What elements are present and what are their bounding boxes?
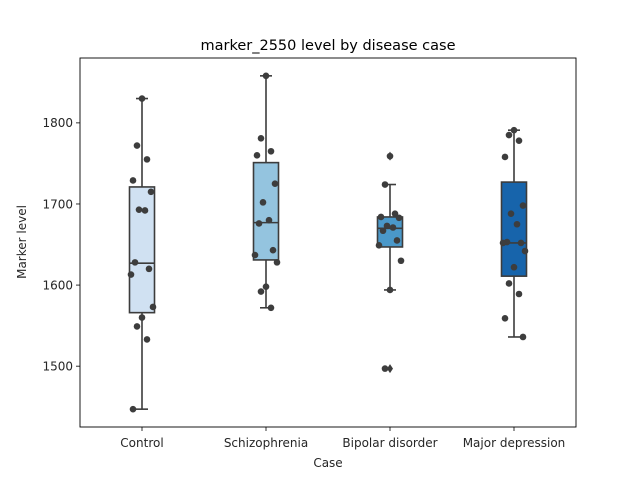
chart-title: marker_2550 level by disease case [201,38,456,54]
data-point [257,134,265,142]
strip-points-4 [499,126,529,341]
data-point [135,206,143,213]
data-point [133,142,141,149]
box-group-1 [128,97,156,410]
data-point [143,336,151,343]
data-point [519,202,527,209]
y-axis: 1500 1600 1700 1800 [42,116,80,373]
y-tick-label: 1800 [42,116,73,130]
data-point [262,283,270,290]
data-point [395,214,403,222]
data-point [138,95,146,102]
x-tick-label: Schizophrenia [224,436,308,450]
plot-frame [79,57,577,428]
data-point [517,239,525,247]
data-point [255,220,263,227]
strip-points-1 [127,95,157,413]
data-point [141,207,149,214]
outlier-marker [387,364,393,374]
data-point [391,210,399,218]
data-point [386,152,394,160]
data-point [133,323,141,330]
data-point [253,152,261,159]
x-tick-label: Control [120,436,163,450]
data-point [145,265,153,273]
data-point [510,263,518,271]
x-axis-label: Case [313,456,342,470]
data-point [519,333,527,341]
data-point [381,181,389,188]
data-point [379,227,387,235]
y-tick-label: 1600 [42,278,73,292]
box [500,181,528,277]
data-point [501,315,509,322]
data-point [383,222,391,230]
data-point [273,259,281,266]
data-point [127,271,135,278]
box [128,186,156,314]
box [252,161,280,261]
data-point [147,188,155,196]
data-point [393,237,401,244]
data-point [397,257,405,265]
data-point [251,251,259,259]
data-point [131,259,139,266]
data-point [389,224,397,231]
data-point [265,216,273,224]
data-point [499,239,507,247]
y-tick-label: 1500 [42,359,73,373]
data-point [149,303,157,311]
data-point [138,314,146,321]
data-point [129,177,137,184]
data-point [386,286,394,294]
data-point [267,304,275,312]
data-point [513,220,521,228]
data-point [515,290,523,298]
plot-area [79,57,577,428]
data-point [505,280,513,287]
data-point [143,156,151,163]
data-point [507,210,515,218]
data-point [515,137,523,145]
x-tick-label: Major depression [463,436,566,450]
data-point [510,126,518,134]
x-axis: Control Schizophrenia Bipolar disorder Majo… [120,427,565,450]
y-tick-label: 1700 [42,197,73,211]
data-point [271,180,279,188]
strip-points-2 [251,72,281,312]
data-point [501,153,509,161]
data-point [381,365,389,372]
data-point [377,213,385,221]
data-point [129,405,137,413]
y-axis-label: Marker level [15,205,29,279]
data-point [505,131,513,139]
data-point [521,247,529,255]
x-tick-label: Bipolar disorder [342,436,437,450]
box-group-4 [500,129,528,338]
data-point [269,246,277,254]
data-point [257,288,265,295]
data-point [262,72,270,80]
data-point [259,199,267,206]
strip-points-3 [375,152,405,372]
data-point [375,242,383,249]
box-group-2 [252,75,280,309]
data-point [267,147,275,155]
